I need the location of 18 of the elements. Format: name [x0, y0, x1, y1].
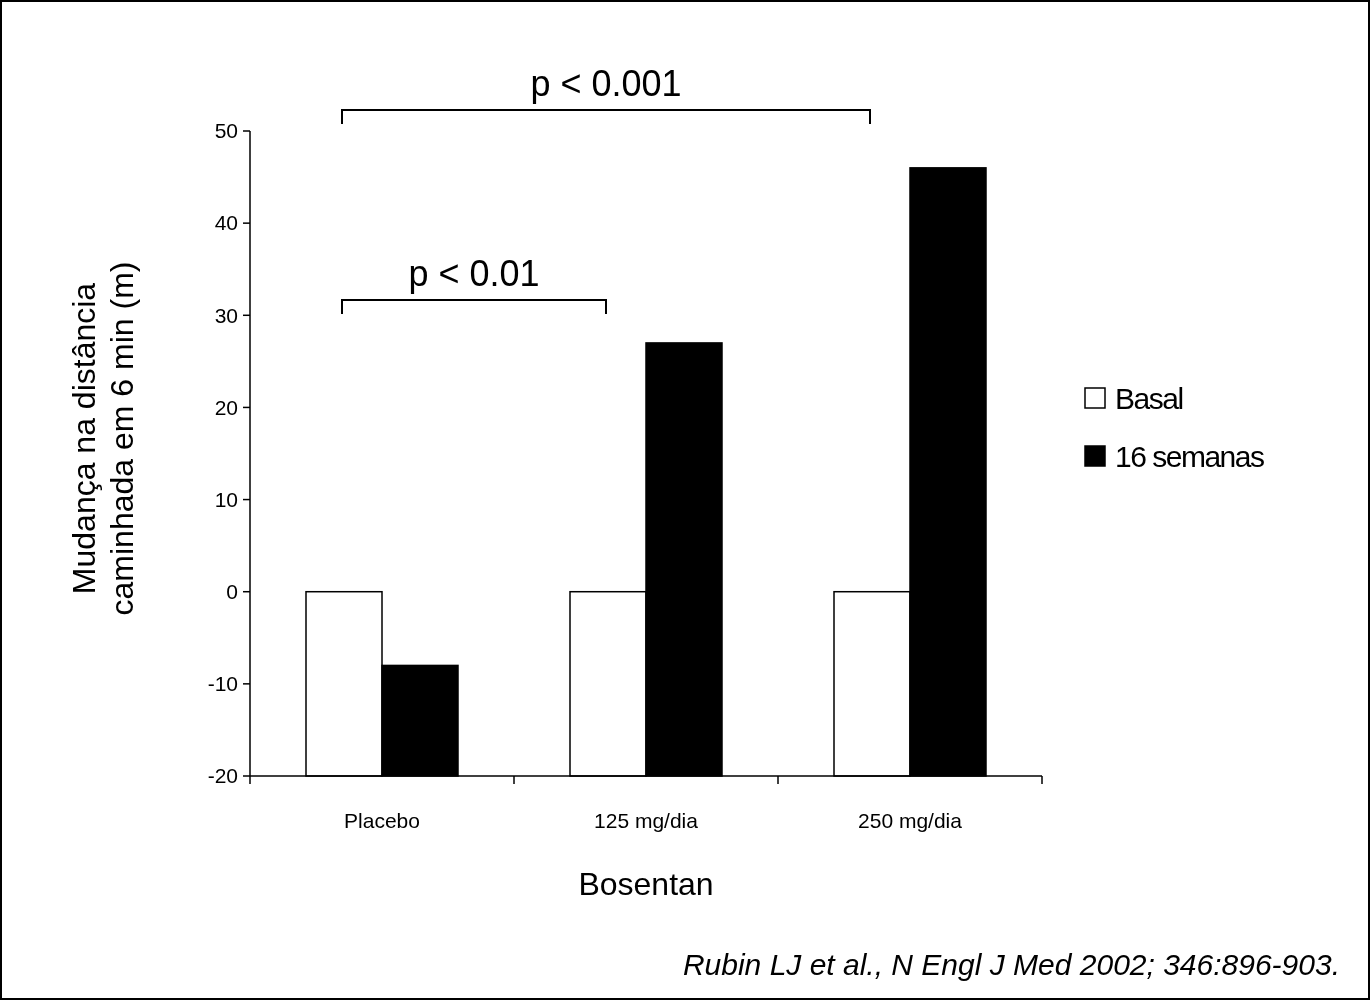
x-tick-label: Placebo	[344, 809, 420, 832]
x-tick-label: 250 mg/dia	[858, 809, 963, 832]
x-axis-title: Bosentan	[578, 866, 714, 902]
annotation: p < 0.01	[408, 253, 540, 294]
x-tick-label: 125 mg/dia	[594, 809, 699, 832]
y-tick-label: 0	[226, 580, 238, 604]
y-tick-label: -20	[207, 764, 238, 788]
y-tick-label: 30	[214, 303, 238, 327]
y-tick-label: 40	[214, 211, 238, 235]
y-tick-label: -10	[207, 672, 238, 696]
text: p < 0.001	[530, 63, 682, 104]
text: Rubin LJ et al., N Engl J Med 2002; 346:896-903.	[682, 948, 1340, 981]
y-tick-label: 20	[214, 395, 238, 419]
y-axis-title: Mudança na distância caminhada em 6 min (m)	[66, 261, 140, 616]
legend-label: 16 semanas	[1115, 439, 1264, 473]
y-tick-label: 50	[214, 119, 238, 143]
legend-label: Basal	[1115, 381, 1183, 415]
y-tick-label: 10	[214, 487, 238, 511]
